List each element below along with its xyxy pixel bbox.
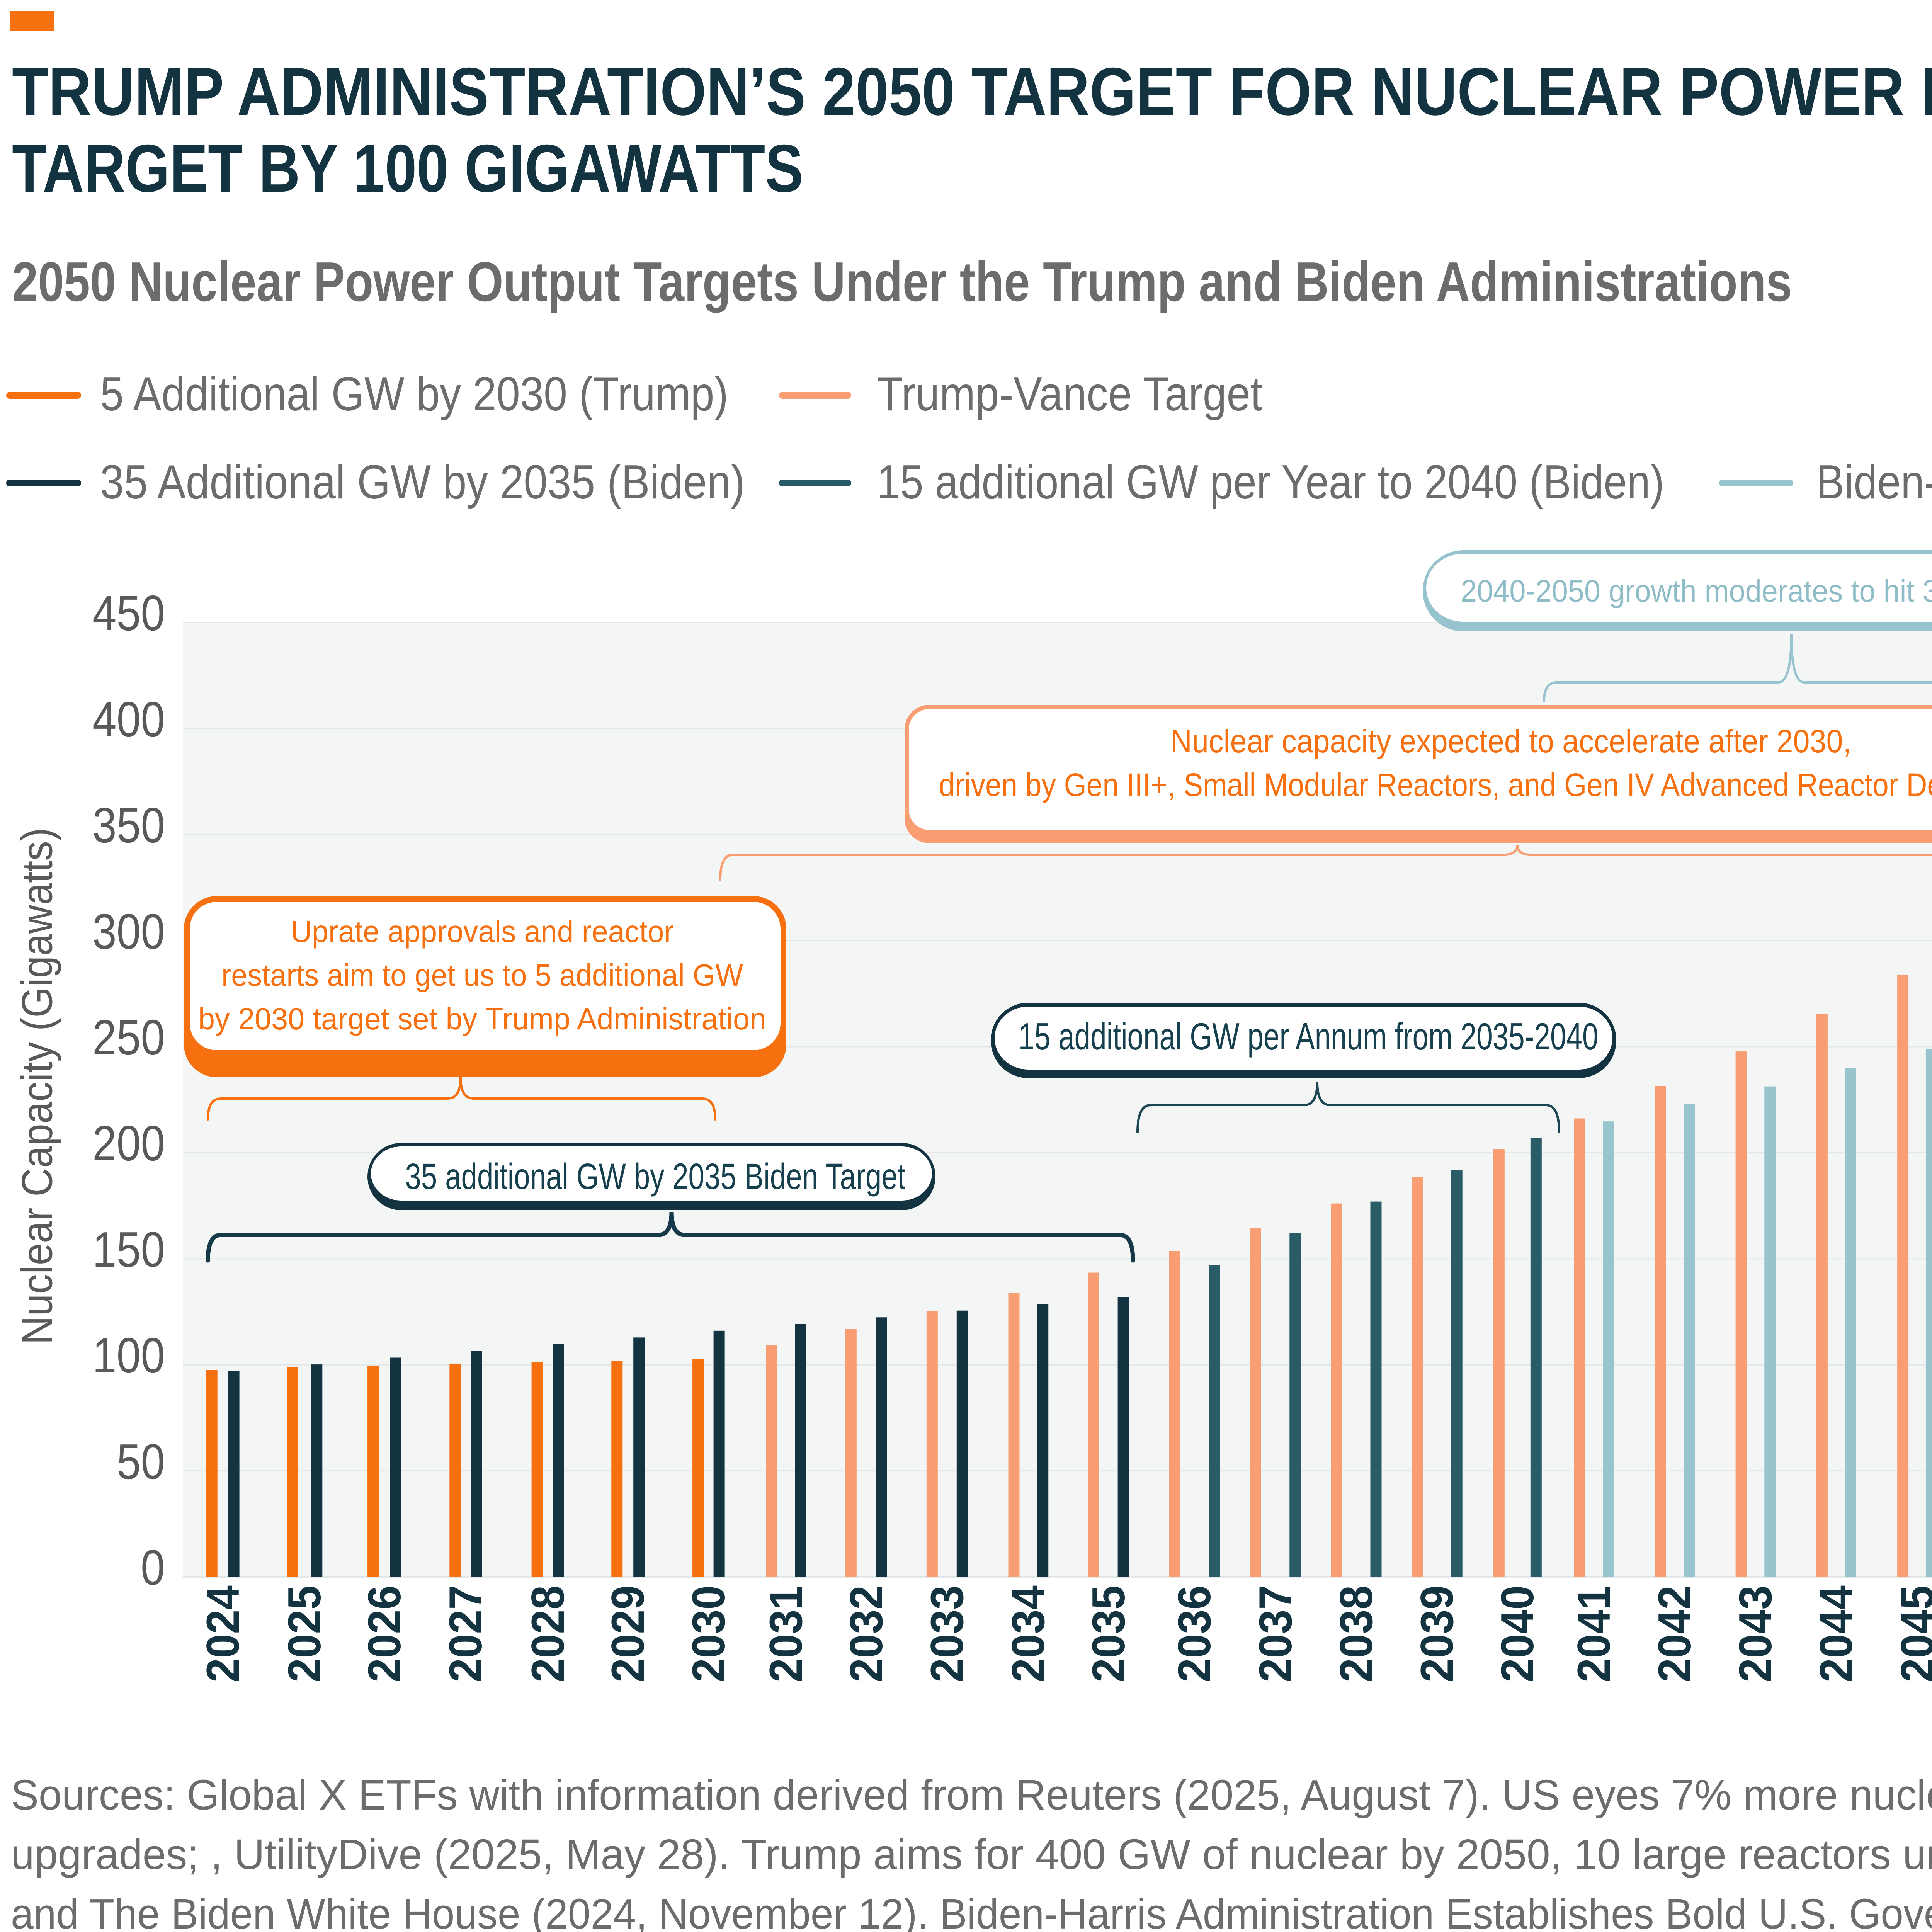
svg-text:15 additional GW per Year to 2: 15 additional GW per Year to 2040 (Biden… (877, 456, 1664, 509)
svg-text:100: 100 (92, 1328, 165, 1383)
svg-text:250: 250 (92, 1010, 165, 1065)
svg-text:2027: 2027 (440, 1585, 492, 1682)
svg-text:TRUMP ADMINISTRATION’S 2050 TA: TRUMP ADMINISTRATION’S 2050 TARGET FOR N… (12, 54, 1932, 129)
svg-text:Sources: Global X ETFs with in: Sources: Global X ETFs with information … (11, 1771, 1932, 1819)
svg-text:driven by Gen III+, Small Modu: driven by Gen III+, Small Modular Reacto… (939, 767, 1932, 803)
svg-text:2035: 2035 (1083, 1585, 1134, 1682)
svg-text:upgrades; , UtilityDive (2025,: upgrades; , UtilityDive (2025, May 28). … (11, 1831, 1932, 1878)
svg-text:2040-2050 growth moderates to: 2040-2050 growth moderates to hit 300 GW… (1461, 574, 1932, 609)
svg-text:TARGET BY 100 GIGAWATTS: TARGET BY 100 GIGAWATTS (12, 131, 803, 206)
svg-text:2038: 2038 (1330, 1585, 1382, 1682)
svg-text:Trump-Vance Target: Trump-Vance Target (877, 367, 1262, 421)
svg-text:350: 350 (92, 798, 165, 853)
svg-text:300: 300 (92, 904, 165, 959)
svg-text:35 Additional GW by 2035 (Bide: 35 Additional GW by 2035 (Biden) (100, 456, 745, 509)
svg-text:2028: 2028 (522, 1585, 574, 1682)
svg-text:2050 Nuclear Power Output Targ: 2050 Nuclear Power Output Targets Under … (12, 250, 1792, 313)
svg-text:0: 0 (141, 1540, 165, 1595)
svg-text:2031: 2031 (760, 1585, 812, 1682)
svg-text:35 additional GW by 2035 Biden: 35 additional GW by 2035 Biden Target (405, 1156, 906, 1197)
svg-text:2030: 2030 (683, 1585, 735, 1682)
svg-text:restarts aim to get us to 5 ad: restarts aim to get us to 5 additional G… (221, 958, 743, 992)
svg-text:2032: 2032 (840, 1585, 892, 1682)
svg-text:2043: 2043 (1730, 1585, 1781, 1682)
svg-text:2025: 2025 (279, 1585, 330, 1682)
svg-text:2039: 2039 (1411, 1585, 1463, 1682)
svg-text:2034: 2034 (1002, 1585, 1054, 1682)
svg-text:and The Biden White House (202: and The Biden White House (2024, Novembe… (11, 1890, 1932, 1932)
svg-text:2042: 2042 (1649, 1585, 1701, 1682)
svg-text:Biden-Harris Target: Biden-Harris Target (1816, 456, 1932, 509)
svg-text:2044: 2044 (1810, 1585, 1862, 1682)
svg-text:400: 400 (92, 692, 165, 747)
svg-text:2045: 2045 (1891, 1585, 1932, 1682)
svg-text:450: 450 (92, 585, 165, 641)
svg-text:2037: 2037 (1250, 1585, 1301, 1682)
svg-text:2033: 2033 (921, 1585, 973, 1682)
svg-text:15 additional GW per Annum fro: 15 additional GW per Annum from 2035-204… (1019, 1015, 1599, 1058)
svg-text:2041: 2041 (1568, 1585, 1620, 1682)
svg-text:2024: 2024 (197, 1585, 249, 1682)
svg-text:Nuclear Capacity (Gigawatts): Nuclear Capacity (Gigawatts) (13, 828, 61, 1345)
svg-text:2040: 2040 (1492, 1585, 1543, 1682)
svg-text:2026: 2026 (359, 1585, 410, 1682)
svg-text:50: 50 (117, 1434, 165, 1490)
svg-text:by 2030 target set by Trump Ad: by 2030 target set by Trump Administrati… (198, 1002, 766, 1036)
svg-text:2029: 2029 (602, 1585, 654, 1682)
svg-text:Uprate approvals and reactor: Uprate approvals and reactor (291, 914, 674, 949)
svg-text:2036: 2036 (1168, 1585, 1220, 1682)
svg-text:5 Additional GW by 2030 (Trump: 5 Additional GW by 2030 (Trump) (100, 367, 728, 421)
svg-text:200: 200 (92, 1116, 165, 1171)
svg-text:Nuclear capacity expected to a: Nuclear capacity expected to accelerate … (1170, 723, 1851, 759)
svg-text:150: 150 (92, 1222, 165, 1277)
